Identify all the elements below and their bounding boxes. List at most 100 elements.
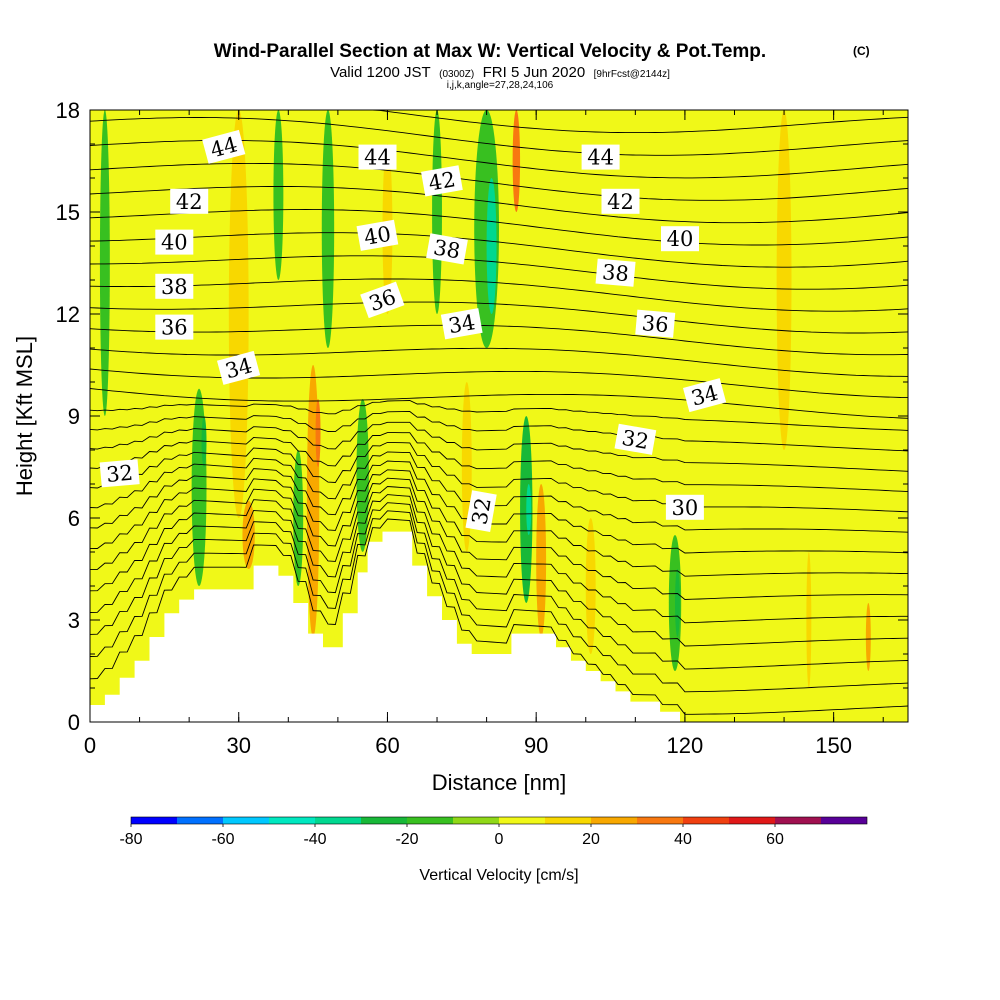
subtitle-utc: (0300Z) [439,69,474,80]
contour-label-box [661,226,699,252]
contour-label: 30 [665,494,704,520]
colorbar-swatch [729,817,775,824]
theta-contour-line [89,388,909,419]
subtitle-fcst: [9hrFcst@2144z] [594,69,671,80]
contour-label: 40 [356,219,399,251]
theta-contour-line [90,477,909,600]
velocity-cell [315,399,321,467]
colorbar-swatch [683,817,729,824]
contour-label-box [99,459,140,488]
contour-label: 38 [426,233,468,265]
colorbar-tick-label: -20 [395,831,418,848]
theta-contour-line [89,117,909,156]
theta-contour-line [89,347,909,377]
theta-contour-line [89,441,909,513]
theta-contour-line [89,301,909,334]
contour-label-box [440,308,483,340]
x-tick-label: 120 [667,733,704,758]
contour-label-box [601,188,640,214]
contour-label-box [426,233,468,265]
colorbar-tick-label: 20 [582,831,600,848]
velocity-cell [512,110,521,212]
contour-label-text: 32 [467,496,495,526]
x-tick-label: 90 [524,733,548,758]
contour-label-text: 32 [105,461,134,487]
y-tick-label: 9 [68,404,80,429]
velocity-cell [486,178,497,314]
chart-subtitle: Valid 1200 JST (0300Z) FRI 5 Jun 2020 [9… [330,64,670,81]
colorbar-tick-label: 40 [674,831,692,848]
colorbar-tick-label: -80 [119,831,142,848]
velocity-cell [806,552,812,688]
y-tick-label: 0 [68,710,80,735]
contour-label-text: 36 [641,311,670,337]
contour-label-box [356,219,399,251]
contour-label-text: 42 [176,190,203,214]
colorbar-label: Vertical Velocity [cm/s] [419,867,578,884]
contour-label: 34 [440,308,483,340]
contour-label: 36 [635,309,676,338]
colorbar-tick-label: -60 [211,831,234,848]
velocity-cell [776,110,792,450]
contour-label: 36 [155,314,194,340]
contour-label-text: 38 [601,260,630,286]
velocity-cell [536,484,547,637]
contour-label: 38 [155,273,194,299]
contour-label: 42 [601,188,640,214]
theta-contour-line [89,162,909,201]
contour-label-box [360,281,405,319]
contour-label: 44 [358,144,397,170]
contour-label-box [170,188,209,214]
theta-contour-line [89,469,909,577]
colorbar: -80 -60 -40 -20 0 20 40 60 [119,816,868,848]
y-tick-label: 15 [56,200,80,225]
contour-label-box [665,494,704,520]
terrain-mask [90,531,908,722]
velocity-cell [99,110,110,416]
contour-label-box [614,423,657,455]
x-tick-label: 150 [815,733,852,758]
contour-label-text: 44 [364,146,391,170]
contour-label-box [155,314,194,340]
theta-contour-line [89,186,909,224]
velocity-cell [526,484,532,535]
colorbar-swatch [499,817,545,824]
contour-label-text: 40 [362,222,392,250]
contour-label-text: 38 [432,235,462,263]
theta-contour-line [89,255,909,290]
theta-contour-line [89,494,909,647]
x-tick-label: 30 [226,733,250,758]
contour-label-text: 42 [607,190,634,214]
theta-contour-line [89,518,909,715]
theta-contour-line [89,502,909,670]
theta-contour-line [89,432,909,493]
chart-title-mark: (C) [853,44,870,58]
subtitle-main: Valid 1200 JST [330,64,431,81]
colorbar-swatch [131,817,177,824]
contour-label: 42 [170,188,209,214]
contour-label-box [216,350,261,385]
colorbar-swatch [223,817,269,824]
colorbar-swatch [591,817,637,824]
x-tick-label: 0 [84,733,96,758]
velocity-cell [432,110,442,314]
theta-contour-line [89,232,909,268]
contour-label-box [202,129,246,164]
contour-label: 32 [614,423,657,455]
contour-label-text: 44 [587,146,614,170]
contour-label-text: 38 [161,275,188,299]
velocity-cell [674,569,680,637]
contour-label-text: 40 [667,227,694,251]
colorbar-swatch [361,817,407,824]
colorbar-swatch [775,817,821,824]
velocity-cell [356,399,369,552]
contour-label-box [581,144,620,170]
contour-label: 42 [421,165,463,197]
contour-label-text: 40 [161,231,188,255]
contour-label: 40 [661,226,699,252]
theta-contour-line [89,451,909,533]
y-tick-label: 12 [56,302,80,327]
velocity-cell [585,518,596,654]
colorbar-tick-label: 60 [766,831,784,848]
x-axis-label: Distance [nm] [432,770,567,795]
